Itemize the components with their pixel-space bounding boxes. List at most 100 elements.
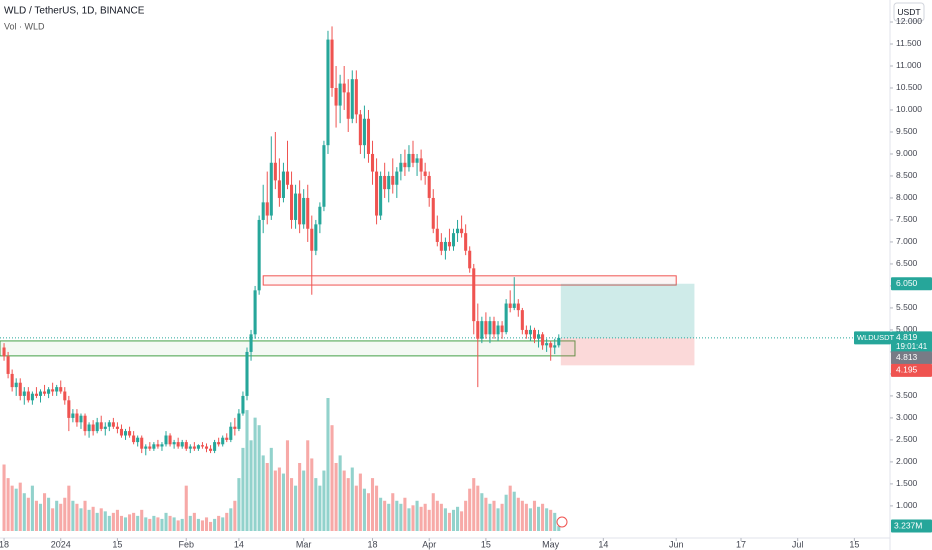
candle-body [358,114,362,146]
x-tick-label: 18 [0,539,9,549]
candle-body [285,171,290,185]
volume-bar [2,464,6,531]
volume-bar [285,440,290,531]
volume-bar [148,518,152,531]
candle-body [249,334,253,352]
x-tick-label: 15 [849,539,859,549]
volume-bar [188,515,192,531]
volume-bar [431,493,435,531]
volume-bar [375,485,379,531]
candle-body [464,233,468,251]
candle-body [330,39,334,88]
volume-bar [91,506,95,531]
candle-body [119,428,124,436]
candle-body [107,422,111,427]
volume-bar [164,512,168,531]
candle-body [265,202,269,216]
volume-bar [176,520,180,531]
volume-bar [196,518,200,531]
event-icon[interactable] [556,516,568,528]
candle-body [314,224,318,251]
candle-body [524,329,528,335]
volume-bar [75,503,79,531]
volume-bar [225,512,229,531]
candle-body [128,431,132,436]
entry-price-tag-bg [891,351,932,365]
candle-body [508,303,512,308]
volume-bar [160,518,164,531]
volume-bar [488,503,492,531]
volume-bar [79,508,83,531]
volume-bar [63,497,67,531]
volume-bar [366,493,371,531]
x-tick-label: Mar [296,539,312,549]
volume-bar [334,462,338,531]
y-tick-label: 2.500 [896,434,918,444]
y-tick-label: 6.500 [896,258,918,268]
volume-bar [144,517,148,531]
volume-bar [123,517,128,531]
x-tick-label: 14 [234,539,244,549]
volume-bar [38,503,43,531]
candle-body [289,184,294,220]
candle-body [87,424,91,432]
volume-bar [553,512,557,531]
volume-bar [87,509,91,531]
candle-body [545,343,549,346]
candle-body [342,83,346,93]
candle-body [111,422,115,427]
volume-bar [395,500,399,531]
candle-body [172,442,176,445]
volume-bar [536,506,541,531]
volume-bar [67,485,71,531]
volume-tag-bg [891,519,932,533]
candle-body [512,303,516,308]
candle-body [488,321,492,335]
volume-bar [524,503,528,531]
volume-bar [269,447,273,531]
volume-bar [22,493,26,531]
candle-body [237,413,241,429]
candle-body [431,197,435,229]
candle-body [184,442,188,449]
candle-body [103,426,107,429]
volume-bar [423,503,427,531]
x-tick-label: Feb [179,539,195,549]
candle-body [241,395,245,414]
candle-body [34,393,38,396]
x-tick-label: 2024 [51,539,71,549]
y-tick-label: 8.500 [896,170,918,180]
volume-bar [541,503,545,531]
candle-body [370,153,375,172]
candle-body [192,446,196,449]
volume-bar [504,494,508,531]
candle-body [375,171,379,216]
candle-body [269,162,273,216]
volume-bar [379,497,383,531]
volume-bar [314,478,318,531]
candle-body [63,391,67,401]
volume-bar [484,497,488,531]
volume-bar [362,488,366,531]
x-tick-label: 17 [736,539,746,549]
volume-bar [468,488,472,531]
candle-body [399,162,403,172]
volume-bar [289,478,294,531]
candle-body [99,422,103,429]
volume-bar [59,503,63,531]
x-tick-label: Jun [669,539,684,549]
candle-body [26,391,30,401]
volume-bar [516,497,520,531]
candle-body [30,393,34,401]
currency-button[interactable] [893,2,925,22]
volume-bar [350,467,354,531]
volume-bar [152,515,156,531]
volume-bar [229,508,233,531]
volume-bar [346,478,350,531]
candle-body [362,118,366,146]
candle-body [354,79,358,115]
volume-title: Vol · WLD [4,21,45,31]
volume-bar [140,509,144,531]
volume-bar [281,473,285,531]
